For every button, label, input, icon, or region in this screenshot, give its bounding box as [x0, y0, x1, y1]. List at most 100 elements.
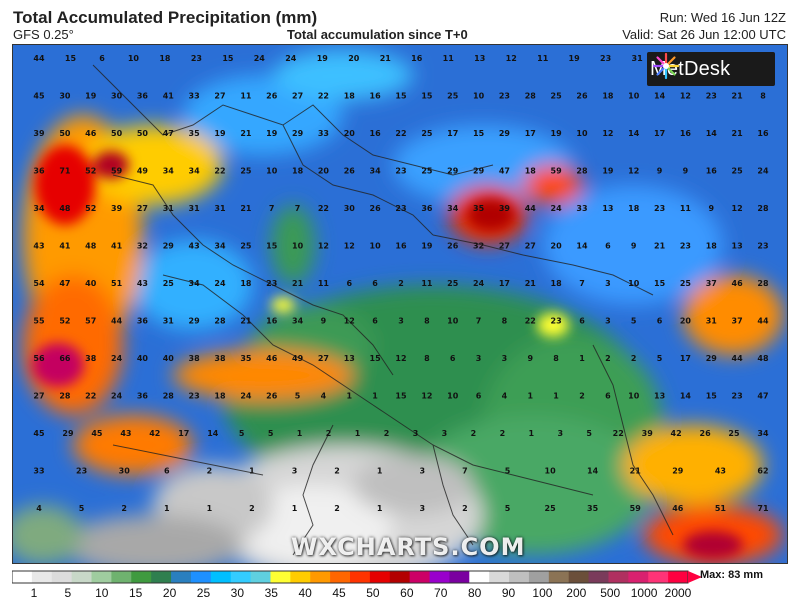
- grid-value: 36: [137, 92, 149, 101]
- legend-tick-label: 1: [30, 586, 38, 600]
- grid-value: 52: [59, 317, 70, 326]
- grid-value: 13: [474, 54, 485, 63]
- grid-value: 3: [398, 317, 404, 326]
- grid-value: 25: [240, 242, 252, 251]
- grid-value: 8: [424, 317, 430, 326]
- grid-value: 12: [680, 92, 691, 101]
- grid-value: 49: [137, 167, 149, 176]
- grid-value: 19: [214, 129, 226, 138]
- grid-value: 25: [680, 279, 692, 288]
- grid-value: 29: [292, 129, 304, 138]
- legend-swatch: [310, 571, 331, 583]
- legend-swatch: [171, 571, 192, 583]
- grid-value: 3: [292, 467, 298, 476]
- legend-tick-label: 2000: [664, 586, 692, 600]
- grid-value: 12: [732, 204, 743, 213]
- grid-value: 5: [505, 504, 511, 513]
- grid-value: 32: [473, 242, 484, 251]
- grid-value: 14: [706, 129, 718, 138]
- grid-value: 17: [680, 354, 691, 363]
- grid-value: 3: [605, 317, 611, 326]
- grid-value: 9: [528, 354, 534, 363]
- grid-value: 21: [292, 279, 304, 288]
- grid-value: 11: [680, 204, 692, 213]
- grid-value: 5: [239, 429, 245, 438]
- grid-value: 44: [525, 204, 537, 213]
- grid-value: 2: [207, 467, 213, 476]
- grid-value: 27: [33, 392, 44, 401]
- grid-value: 47: [757, 392, 768, 401]
- grid-value: 23: [266, 279, 277, 288]
- grid-value: 23: [680, 242, 691, 251]
- grid-value: 22: [318, 204, 329, 213]
- legend-swatch: [628, 571, 649, 583]
- grid-value: 35: [587, 504, 599, 513]
- legend-swatch: [588, 571, 609, 583]
- legend-tick-label: 500: [600, 586, 621, 600]
- grid-value: 1: [164, 504, 170, 513]
- grid-value: 21: [240, 317, 252, 326]
- legend-tick-label: 50: [366, 586, 380, 600]
- legend-swatch: [568, 571, 590, 583]
- map-canvas: 4415610182315242419202116111312111923311…: [13, 45, 787, 563]
- grid-value: 25: [551, 92, 563, 101]
- grid-value: 11: [240, 92, 252, 101]
- grid-value: 14: [587, 467, 599, 476]
- grid-value: 6: [372, 317, 378, 326]
- grid-value: 2: [121, 504, 127, 513]
- grid-value: 7: [462, 467, 468, 476]
- grid-value: 39: [33, 129, 45, 138]
- grid-value: 2: [398, 279, 404, 288]
- grid-value: 18: [159, 54, 171, 63]
- grid-value: 34: [189, 279, 201, 288]
- grid-value: 35: [473, 204, 485, 213]
- grid-value: 11: [537, 54, 549, 63]
- grid-value: 4: [321, 392, 327, 401]
- grid-value: 35: [189, 129, 201, 138]
- grid-value: 19: [85, 92, 97, 101]
- grid-value: 3: [476, 354, 482, 363]
- grid-value: 24: [285, 54, 297, 63]
- grid-value: 5: [295, 392, 301, 401]
- grid-value: 23: [189, 392, 200, 401]
- grid-value: 26: [370, 204, 382, 213]
- grid-value: 22: [318, 92, 329, 101]
- legend-swatch: [31, 571, 53, 583]
- grid-value: 25: [447, 92, 459, 101]
- legend-swatch: [51, 571, 73, 583]
- grid-value: 22: [525, 317, 536, 326]
- grid-value: 25: [421, 129, 433, 138]
- grid-value: 15: [395, 392, 407, 401]
- grid-value: 40: [137, 354, 149, 363]
- legend-swatch: [12, 571, 33, 583]
- starburst-icon: [652, 52, 680, 80]
- legend-swatch: [668, 571, 689, 583]
- grid-value: 28: [214, 317, 226, 326]
- grid-value: 1: [355, 429, 361, 438]
- grid-value: 23: [551, 317, 562, 326]
- grid-value: 44: [111, 317, 123, 326]
- grid-value: 47: [499, 167, 510, 176]
- grid-value: 20: [680, 317, 692, 326]
- grid-value: 10: [447, 317, 459, 326]
- grid-value: 47: [163, 129, 174, 138]
- grid-value: 2: [462, 504, 468, 513]
- grid-value: 26: [266, 392, 278, 401]
- grid-value: 31: [163, 317, 175, 326]
- grid-value: 6: [579, 317, 585, 326]
- grid-value: 33: [318, 129, 329, 138]
- grid-value: 27: [137, 204, 148, 213]
- max-value-label: Max: 83 mm: [700, 569, 763, 581]
- grid-value: 15: [654, 279, 666, 288]
- grid-value: 25: [732, 167, 744, 176]
- grid-value: 14: [654, 92, 666, 101]
- grid-value: 13: [654, 392, 665, 401]
- grid-value: 14: [628, 129, 640, 138]
- legend-tick-label: 70: [434, 586, 448, 600]
- grid-value: 38: [214, 354, 226, 363]
- legend-swatch: [389, 571, 411, 583]
- grid-value: 34: [370, 167, 382, 176]
- grid-value: 10: [545, 467, 557, 476]
- grid-value: 22: [395, 129, 406, 138]
- grid-value: 2: [384, 429, 390, 438]
